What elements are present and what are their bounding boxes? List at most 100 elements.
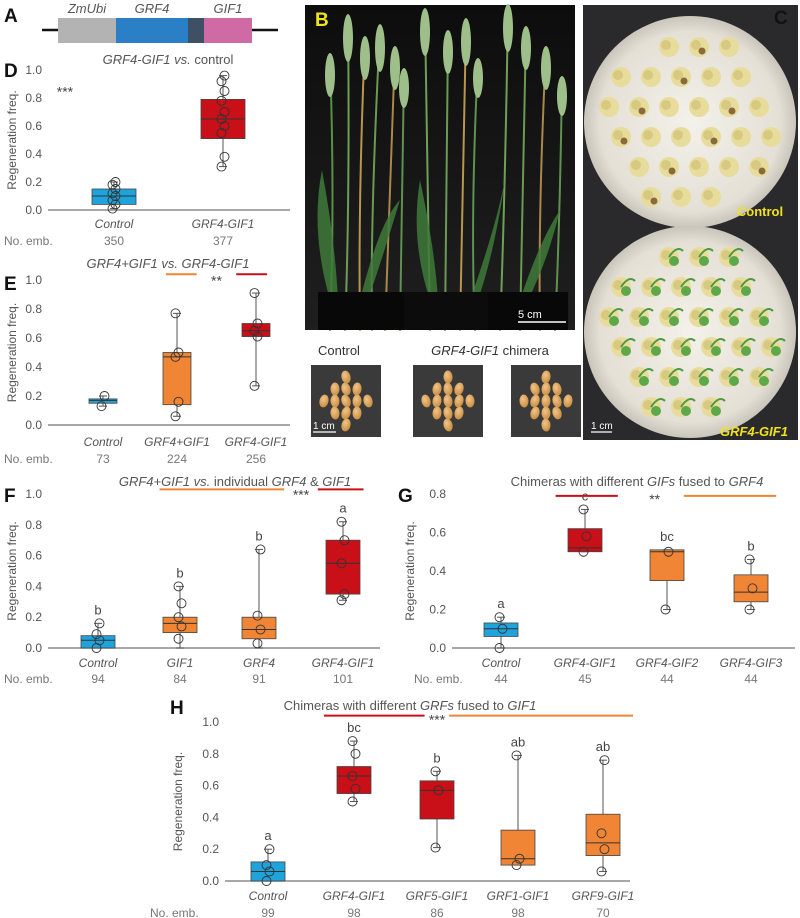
- seed-frame: [511, 365, 581, 437]
- data-point: [744, 604, 755, 615]
- box-iqr: [483, 622, 519, 637]
- data-point: [433, 785, 444, 796]
- seed-chimera-label: GRF4-GIF1 chimera: [431, 343, 550, 358]
- box-control: b: [80, 602, 116, 653]
- callus: [659, 247, 684, 267]
- callus: [701, 67, 721, 87]
- panel-letter-f: F: [4, 486, 16, 507]
- callus: [749, 97, 769, 117]
- chart-h: H Chimeras with different GRFs fused to G…: [150, 698, 634, 918]
- callus: [731, 67, 751, 87]
- data-point: [252, 318, 263, 329]
- y-tick-label: 0.2: [25, 610, 42, 624]
- data-point: [110, 191, 121, 201]
- seed-frame: [413, 365, 483, 437]
- seed-grain: [454, 394, 464, 408]
- seed-grain: [541, 394, 551, 408]
- y-axis-label: Regeneration freq.: [5, 90, 19, 189]
- y-tick-label: 0.0: [202, 874, 219, 888]
- callus: [659, 37, 679, 57]
- y-tick-label: 0.4: [25, 579, 42, 593]
- gif1-block: [204, 18, 252, 43]
- seed-grain: [443, 370, 453, 384]
- data-point: [747, 583, 758, 594]
- callus: [599, 307, 624, 327]
- n-embryos-value: 256: [246, 452, 266, 466]
- category-label: GRF1-GIF1: [487, 889, 550, 903]
- callus: [719, 367, 744, 387]
- significance-letter: b: [255, 528, 262, 543]
- category-label: GRF4-GIF2: [636, 656, 699, 670]
- box-iqr: [336, 766, 372, 794]
- n-embryos-value: 377: [213, 234, 233, 248]
- callus: [701, 337, 726, 357]
- y-tick-label: 0.8: [25, 518, 42, 532]
- callus: [689, 97, 709, 117]
- category-label: GRF4-GIF1: [192, 217, 255, 231]
- callus: [659, 367, 684, 387]
- data-point: [94, 618, 105, 629]
- chart-title: Chimeras with different GRFs fused to GI…: [284, 698, 537, 713]
- seed-control-label: Control: [318, 343, 360, 358]
- callus: [689, 307, 714, 327]
- callus: [671, 337, 696, 357]
- seed-grain: [319, 394, 329, 408]
- callus: [731, 127, 751, 147]
- box-grf4: b: [241, 528, 277, 649]
- n-embryos-label: No. emb.: [150, 906, 199, 918]
- callus: [689, 37, 709, 57]
- n-embryos-value: 98: [347, 906, 361, 918]
- category-label: Control: [95, 217, 134, 231]
- data-point: [578, 504, 589, 515]
- significance-letter: ab: [511, 734, 525, 749]
- y-tick-label: 0.4: [25, 147, 42, 161]
- box-grf9-gif1: ab: [585, 739, 621, 877]
- seed-grain: [341, 370, 351, 384]
- chart-title: GRF4+GIF1 vs. individual GRF4 & GIF1: [119, 474, 351, 489]
- data-point: [216, 95, 227, 106]
- n-embryos-value: 94: [91, 672, 105, 686]
- dish-scale-label: 1 cm: [591, 421, 613, 432]
- seed-grain: [530, 382, 540, 396]
- chart-title: GRF4+GIF1 vs. GRF4-GIF1: [87, 256, 250, 271]
- y-tick-label: 1.0: [25, 273, 42, 287]
- zmubi-label: ZmUbi: [67, 1, 107, 16]
- n-embryos-value: 44: [744, 672, 758, 686]
- box-control: a: [483, 596, 519, 653]
- y-tick-label: 0.8: [429, 487, 446, 501]
- seed-grain: [443, 394, 453, 408]
- n-embryos-value: 99: [261, 906, 275, 918]
- y-tick-label: 0.4: [202, 810, 219, 824]
- box-iqr: [500, 829, 536, 866]
- seed-grain: [352, 394, 362, 408]
- callus: [719, 157, 739, 177]
- callus: [719, 307, 744, 327]
- data-point: [347, 796, 358, 807]
- category-label: Control: [79, 656, 118, 670]
- data-point: [219, 86, 230, 96]
- callus: [731, 277, 756, 297]
- significance-stars: ***: [57, 83, 74, 99]
- callus: [671, 397, 696, 417]
- callus: [749, 367, 774, 387]
- n-embryos-value: 91: [252, 672, 266, 686]
- callus: [749, 157, 769, 177]
- data-point: [744, 554, 755, 565]
- zmubi-block: [58, 18, 116, 43]
- plant-scale-label: 5 cm: [518, 309, 542, 321]
- data-point: [110, 177, 121, 187]
- category-label: GRF4+GIF1: [144, 435, 210, 449]
- box-grf4-gif3: b: [733, 538, 769, 615]
- data-point: [336, 558, 347, 569]
- panel-letter-c: C: [774, 8, 788, 29]
- seed-grain: [552, 394, 562, 408]
- y-tick-label: 0.6: [25, 549, 42, 563]
- data-point: [170, 308, 181, 319]
- n-embryos-value: 224: [167, 452, 187, 466]
- data-point: [216, 114, 227, 124]
- category-label: GRF9-GIF1: [572, 889, 635, 903]
- data-point: [494, 612, 505, 623]
- data-point: [94, 635, 105, 646]
- box-control: a: [250, 828, 286, 886]
